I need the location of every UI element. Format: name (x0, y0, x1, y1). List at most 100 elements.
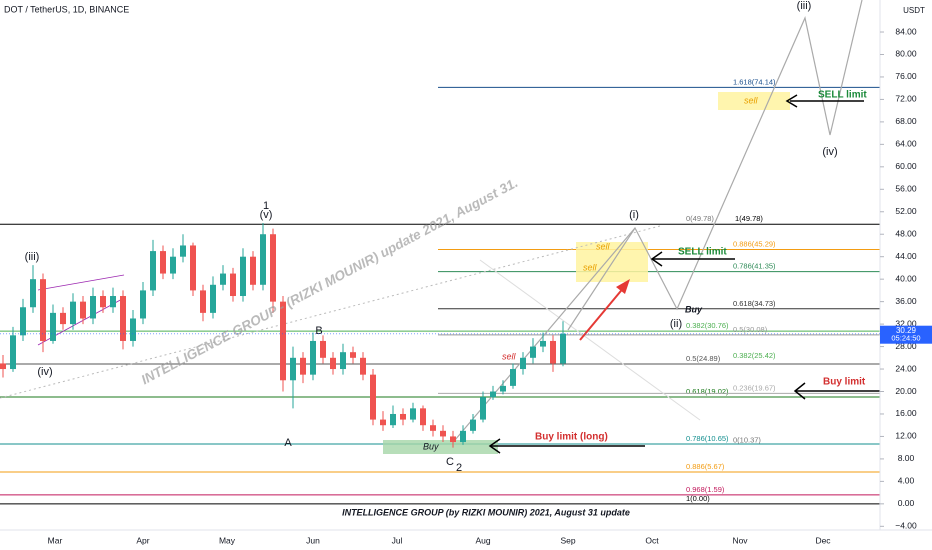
y-tick-label: 8.00 (898, 453, 915, 463)
y-tick-label: 28.00 (895, 341, 917, 351)
wave-label: (iii) (797, 0, 812, 12)
candle-body (370, 374, 376, 420)
last-price-tag (880, 325, 932, 344)
level-label: 0.786(41.35) (733, 262, 776, 271)
fib-levels: 1.618(74.14) 0(49.78) 1(49.78) 0.886(45.29)… (0, 77, 880, 505)
candle-body (160, 251, 166, 274)
sell-limit-label: SELL limit (818, 90, 867, 101)
sell-zone (718, 92, 790, 110)
candle-body (60, 312, 66, 325)
y-tick-label: 20.00 (895, 386, 917, 396)
y-tick-label: −4.00 (895, 521, 917, 531)
candle-body (170, 256, 176, 274)
buy-zone (383, 440, 498, 454)
wave-label: (iii) (25, 251, 40, 263)
arrow-head (785, 94, 798, 108)
candle-body (460, 430, 466, 443)
candle-body (250, 256, 256, 285)
candle-body (430, 425, 436, 431)
candle-body (30, 279, 36, 308)
candle-body (350, 352, 356, 358)
y-tick-label: 44.00 (895, 251, 917, 261)
level-label: 0(49.78) (686, 214, 714, 223)
candle-body (490, 391, 496, 398)
candle-body (550, 340, 556, 364)
countdown-label: 05:24:50 (891, 334, 920, 343)
y-tick-label: 16.00 (895, 408, 917, 418)
x-tick-label: Nov (732, 535, 748, 545)
x-tick-label: Sep (560, 535, 575, 545)
candle-body (100, 296, 106, 308)
candle-body (300, 357, 306, 375)
y-tick-label: 12.00 (895, 431, 917, 441)
y-tick-label: 48.00 (895, 228, 917, 238)
last-price-label: 30.29 (896, 326, 917, 335)
sell-label: sell (583, 262, 598, 272)
y-tick-label: 84.00 (895, 26, 917, 36)
candle-body (520, 357, 526, 370)
candle-body (530, 346, 536, 358)
wave-label: C (446, 456, 454, 468)
triangle-line (37, 274, 125, 291)
level-label: 0.618(19.02) (686, 387, 729, 396)
candle-body (70, 301, 76, 325)
sell-label: sell (502, 351, 517, 361)
level-label: 1.618(74.14) (733, 77, 776, 86)
candle-body (420, 408, 426, 426)
sell-label: sell (744, 95, 759, 105)
trend-line (479, 259, 701, 421)
candle-body (340, 352, 346, 370)
projection-path (567, 0, 863, 331)
y-tick-label: 4.00 (898, 476, 915, 486)
level-label: 0.236(19.67) (733, 383, 776, 392)
trend-line (0, 225, 661, 399)
candle-body (150, 251, 156, 291)
buy-label: Buy (423, 441, 439, 451)
candle-body (280, 301, 286, 381)
y-tick-label: 76.00 (895, 71, 917, 81)
x-axis: Mar Apr May Jun Jul Aug Sep Oct Nov Dec (48, 535, 832, 545)
wave-label: (i) (629, 209, 639, 221)
candle-body (320, 340, 326, 358)
candle-body (10, 335, 16, 370)
x-tick-label: Mar (48, 535, 63, 545)
level-label: 0.618(34.73) (733, 299, 776, 308)
candle-body (330, 357, 336, 370)
y-tick-label: 36.00 (895, 296, 917, 306)
candle-body (90, 296, 96, 319)
candle-body (190, 245, 196, 291)
axis-unit: USDT (903, 6, 925, 15)
y-tick-label: 52.00 (895, 206, 917, 216)
wave-label: (iv) (37, 366, 52, 378)
level-label: 0.786(10.65) (686, 434, 729, 443)
chart-title: DOT / TetherUS, 1D, BINANCE (4, 4, 129, 14)
candle-body (20, 307, 26, 336)
candle-body (440, 430, 446, 437)
arrow (579, 285, 626, 341)
candle-body (540, 340, 546, 347)
x-tick-label: Dec (815, 535, 831, 545)
y-tick-label: 56.00 (895, 184, 917, 194)
arrow-head (616, 279, 630, 294)
wave-label: (iv) (822, 146, 837, 158)
candle-body (260, 234, 266, 285)
candle-body (120, 296, 126, 341)
candle-body (410, 408, 416, 420)
wave-label: (v) (260, 209, 273, 221)
wave-label: 2 (456, 462, 462, 474)
level-label: 0(10.37) (733, 436, 761, 445)
candle-body (240, 256, 246, 297)
candle-body (200, 290, 206, 313)
level-label: 0.886(5.67) (686, 462, 725, 471)
level-label: 1(49.78) (735, 214, 763, 223)
y-tick-label: 32.00 (895, 318, 917, 328)
wave-label: (ii) (670, 318, 682, 330)
candle-body (380, 419, 386, 426)
candle-body (130, 318, 136, 341)
level-label: 0.382(30.76) (686, 321, 729, 330)
y-tick-label: 60.00 (895, 161, 917, 171)
y-tick-label: 24.00 (895, 363, 917, 373)
candle-body (270, 234, 276, 302)
